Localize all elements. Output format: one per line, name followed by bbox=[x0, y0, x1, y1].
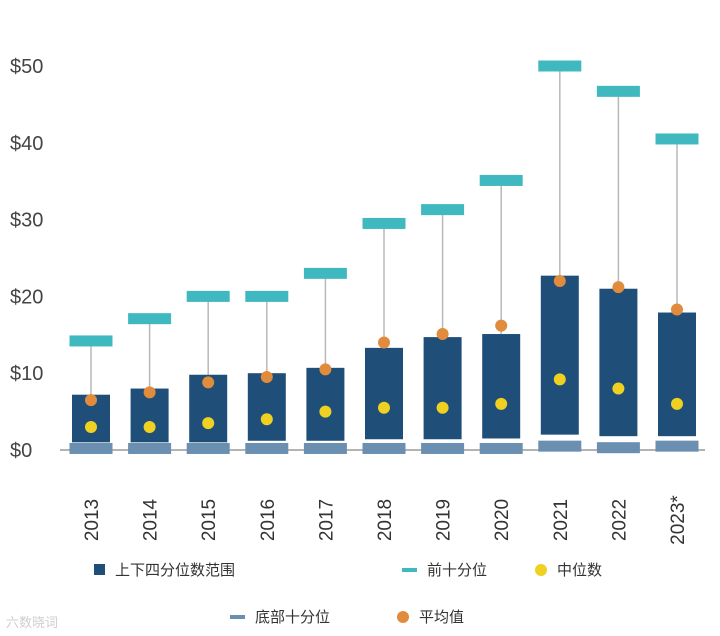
mean-dot bbox=[378, 336, 390, 349]
legend-swatch-top-decile bbox=[402, 567, 417, 572]
mean-dot bbox=[260, 371, 273, 384]
iqr-box bbox=[540, 275, 579, 435]
x-tick-label: 2017 bbox=[316, 499, 337, 541]
mean-dot bbox=[553, 275, 566, 288]
legend-item-iqr: 上下四分位数范围 bbox=[94, 559, 235, 580]
mean-dot bbox=[143, 386, 156, 399]
top-decile-marker bbox=[596, 85, 640, 97]
bottom-decile-marker bbox=[421, 442, 465, 454]
legend-item-median: 中位数 bbox=[535, 559, 602, 580]
iqr-box bbox=[365, 347, 403, 440]
bottom-decile-marker bbox=[655, 440, 699, 452]
median-dot bbox=[612, 382, 625, 395]
median-dot bbox=[436, 401, 449, 414]
top-decile-marker bbox=[362, 217, 406, 229]
legend-label-bottom-decile: 底部十分位 bbox=[255, 608, 331, 626]
bottom-decile-marker bbox=[479, 442, 523, 454]
top-decile-marker bbox=[655, 133, 699, 145]
y-tick-label: $10 bbox=[10, 363, 43, 385]
bottom-decile-marker bbox=[303, 442, 347, 454]
x-tick-label: 2022 bbox=[609, 499, 630, 541]
bottom-decile-marker bbox=[128, 442, 172, 454]
mean-dot bbox=[495, 319, 508, 332]
top-decile-marker bbox=[245, 290, 289, 302]
top-decile-marker bbox=[303, 267, 347, 279]
y-tick-label: $40 bbox=[10, 133, 43, 155]
top-decile-marker bbox=[128, 313, 172, 325]
mean-dot bbox=[202, 376, 215, 389]
chart: $0 $10 $20 $30 $40 $50 2013 2014 2015 2016 2017 201… bbox=[10, 56, 705, 545]
x-tick-label: 2018 bbox=[375, 499, 396, 541]
iqr-box bbox=[482, 334, 521, 439]
median-dot bbox=[553, 373, 566, 386]
x-tick-label: 2023* bbox=[668, 495, 689, 545]
legend-label-mean: 平均值 bbox=[419, 608, 465, 626]
top-decile-marker bbox=[479, 174, 523, 186]
x-tick-label: 2014 bbox=[141, 498, 162, 541]
bottom-decile-marker bbox=[245, 442, 289, 454]
iqr-box bbox=[247, 373, 286, 441]
median-dot bbox=[495, 397, 508, 410]
legend-swatch-mean bbox=[397, 610, 409, 623]
legend-item-mean: 平均值 bbox=[397, 606, 464, 627]
mean-dot bbox=[319, 363, 332, 376]
bottom-decile-marker bbox=[538, 440, 582, 452]
top-decile-marker bbox=[69, 335, 113, 347]
y-tick-label: $20 bbox=[10, 286, 43, 308]
x-tick-label: 2020 bbox=[492, 499, 513, 541]
legend-item-top-decile: 前十分位 bbox=[402, 559, 487, 580]
median-dot bbox=[319, 405, 332, 418]
y-tick-label: $30 bbox=[10, 210, 43, 232]
legend-swatch-median bbox=[535, 563, 547, 576]
mean-dot bbox=[436, 328, 449, 341]
top-decile-marker bbox=[186, 290, 230, 302]
legend-label-iqr: 上下四分位数范围 bbox=[115, 561, 236, 579]
median-dot bbox=[260, 413, 273, 426]
median-dot bbox=[202, 417, 215, 430]
bottom-decile-marker bbox=[596, 442, 640, 454]
median-dot bbox=[85, 420, 97, 433]
x-tick-label: 2015 bbox=[199, 499, 220, 541]
iqr-box bbox=[658, 312, 696, 437]
mean-dot bbox=[85, 394, 97, 407]
top-decile-marker bbox=[421, 204, 465, 216]
x-tick-label: 2013 bbox=[82, 499, 103, 541]
watermark: 六数晓词 bbox=[6, 616, 59, 631]
median-dot bbox=[378, 401, 390, 414]
y-tick-label: $50 bbox=[10, 56, 43, 78]
legend-swatch-iqr bbox=[94, 564, 105, 575]
y-tick-label: $0 bbox=[10, 440, 32, 462]
x-tick-label: 2019 bbox=[434, 499, 455, 541]
median-dot bbox=[671, 397, 683, 410]
bottom-decile-marker bbox=[186, 442, 230, 454]
legend-swatch-bottom-decile bbox=[230, 614, 245, 619]
legend-item-bottom-decile: 底部十分位 bbox=[230, 606, 330, 627]
iqr-box bbox=[423, 337, 462, 440]
legend-label-median: 中位数 bbox=[557, 561, 603, 579]
x-tick-label: 2021 bbox=[551, 499, 572, 541]
legend-label-top-decile: 前十分位 bbox=[427, 561, 488, 579]
mean-dot bbox=[671, 303, 683, 316]
iqr-box bbox=[306, 367, 345, 441]
bottom-decile-marker bbox=[69, 442, 113, 454]
iqr-box bbox=[599, 288, 638, 437]
bottom-decile-marker bbox=[362, 442, 406, 454]
median-dot bbox=[143, 420, 156, 433]
mean-dot bbox=[612, 281, 625, 294]
top-decile-marker bbox=[538, 60, 582, 72]
x-tick-label: 2016 bbox=[258, 499, 279, 541]
